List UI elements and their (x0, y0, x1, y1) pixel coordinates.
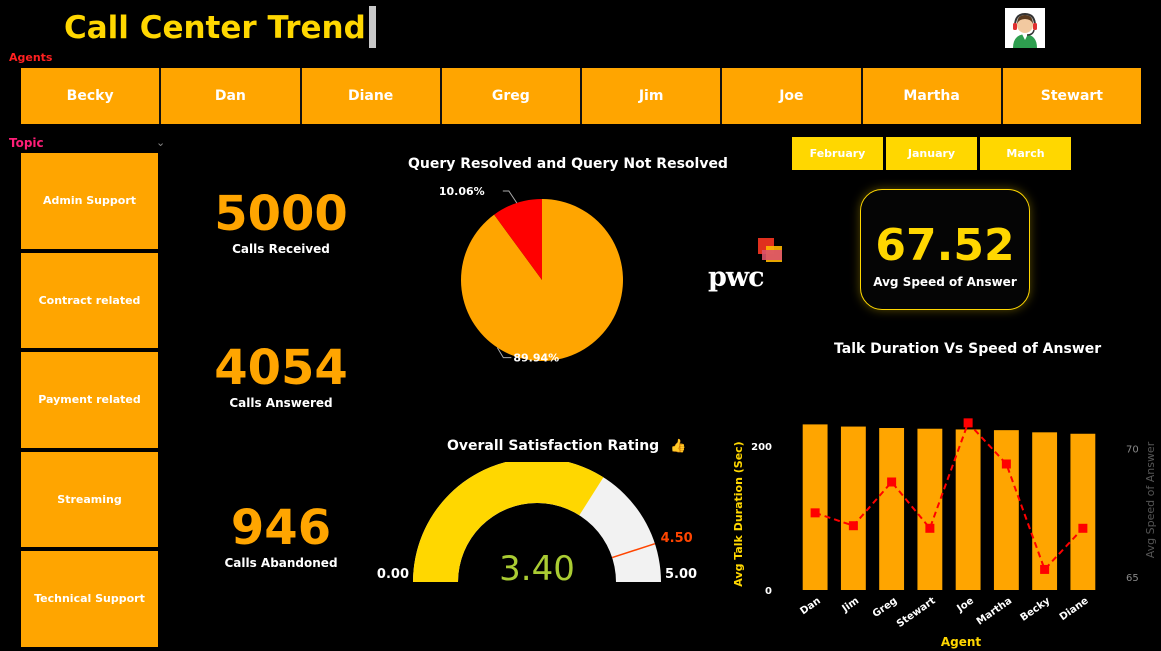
gauge-value: 3.40 (499, 549, 575, 589)
gauge-target-marker (611, 542, 656, 559)
line-point-becky[interactable] (1040, 564, 1050, 574)
gauge-min-label: 0.00 (377, 567, 409, 582)
y-axis-label: Avg Talk Duration (Sec) (732, 441, 745, 586)
month-button-february[interactable]: February (792, 137, 883, 170)
bar-dan[interactable] (802, 424, 828, 590)
agents-slicer-label: Agents (9, 51, 53, 64)
agent-button-jim[interactable]: Jim (582, 68, 723, 124)
call-center-agent-icon (1005, 8, 1045, 48)
line-point-joe[interactable] (963, 418, 973, 428)
gauge-title-text: Overall Satisfaction Rating (447, 438, 660, 454)
line-point-greg[interactable] (887, 477, 897, 487)
asa-label: Avg Speed of Answer (873, 275, 1017, 289)
line-series-points (810, 418, 1088, 574)
gauge-target-label: 4.50 (661, 531, 693, 546)
x-tick-label-greg: Greg (871, 595, 900, 620)
y2-axis-tick-label: 65 (1126, 573, 1139, 584)
x-tick-label-diane: Diane (1058, 595, 1091, 623)
y-axis-tick-label: 200 (751, 442, 772, 453)
agent-button-greg[interactable]: Greg (441, 68, 582, 124)
x-tick-label-stewart: Stewart (895, 595, 938, 630)
x-tick-label-becky: Becky (1019, 595, 1053, 624)
line-point-dan[interactable] (810, 508, 820, 518)
bar-greg[interactable] (879, 428, 905, 590)
topic-slicer: Admin Support Contract related Payment r… (21, 153, 158, 647)
pwc-logo: pwc (708, 232, 788, 293)
agents-slicer: Becky Dan Diane Greg Jim Joe Martha Stew… (21, 68, 1141, 124)
agent-button-martha[interactable]: Martha (862, 68, 1003, 124)
agent-button-joe[interactable]: Joe (722, 68, 863, 124)
topic-button-streaming[interactable]: Streaming (21, 451, 158, 547)
line-point-jim[interactable] (848, 521, 858, 531)
pie-data-label-resolved: 89.94% (513, 352, 559, 365)
y-axis-tick-label: 0 (765, 586, 772, 597)
gauge-max-label: 5.00 (665, 567, 697, 582)
kpi-calls-abandoned: 946 Calls Abandoned (191, 500, 371, 570)
x-axis-label: Agent (941, 635, 982, 649)
combo-chart-title: Talk Duration Vs Speed of Answer (834, 341, 1102, 357)
line-point-diane[interactable] (1078, 523, 1088, 533)
topic-button-payment-related[interactable]: Payment related (21, 352, 158, 448)
kpi-label: Calls Received (232, 242, 330, 256)
pie-chart-title: Query Resolved and Query Not Resolved (408, 156, 728, 172)
kpi-value: 5000 (214, 186, 348, 242)
query-resolved-pie-chart: 89.94% 10.06% (440, 185, 623, 365)
pwc-logo-mark (758, 238, 782, 262)
bar-diane[interactable] (1070, 433, 1096, 590)
title-divider (369, 6, 376, 48)
gauge-fill[interactable] (413, 462, 604, 582)
kpi-calls-received: 5000 Calls Received (191, 186, 371, 256)
agent-avatar-icon (1013, 12, 1037, 48)
month-slicer: February January March (792, 137, 1071, 170)
pwc-logo-text: pwc (708, 262, 765, 293)
bar-joe[interactable] (955, 429, 981, 590)
bar-martha[interactable] (993, 430, 1019, 590)
y2-axis-label: Avg Speed of Answer (1144, 441, 1157, 558)
agent-button-becky[interactable]: Becky (21, 68, 162, 124)
thumbs-up-icon: 👍 (670, 439, 687, 454)
line-point-stewart[interactable] (925, 523, 935, 533)
kpi-label: Calls Abandoned (224, 556, 338, 570)
agent-button-diane[interactable]: Diane (301, 68, 442, 124)
pie-leader-line (502, 190, 518, 204)
page-title: Call Center Trend (64, 10, 366, 46)
avg-speed-of-answer-card: 67.52 Avg Speed of Answer (860, 189, 1030, 310)
month-button-january[interactable]: January (886, 137, 977, 170)
kpi-label: Calls Answered (229, 396, 333, 410)
kpi-calls-answered: 4054 Calls Answered (191, 340, 371, 410)
bar-becky[interactable] (1032, 432, 1058, 590)
x-tick-label-jim: Jim (840, 595, 862, 615)
bar-series (802, 424, 1096, 590)
pie-leader-line (496, 347, 512, 359)
x-tick-label-joe: Joe (954, 595, 976, 615)
bar-jim[interactable] (840, 426, 866, 590)
topic-button-contract-related[interactable]: Contract related (21, 252, 158, 348)
kpi-value: 946 (230, 500, 332, 556)
topic-button-admin-support[interactable]: Admin Support (21, 153, 158, 249)
gauge-title: Overall Satisfaction Rating 👍 (447, 438, 686, 454)
x-tick-label-dan: Dan (798, 595, 822, 617)
pie-slice-not-resolved[interactable] (494, 199, 542, 280)
topic-button-technical-support[interactable]: Technical Support (21, 551, 158, 647)
asa-value: 67.52 (875, 220, 1015, 271)
kpi-value: 4054 (214, 340, 348, 396)
agent-button-stewart[interactable]: Stewart (1002, 68, 1141, 124)
line-series-speed-of-answer (814, 420, 1084, 572)
satisfaction-gauge: 3.40 0.00 5.00 4.50 (377, 462, 697, 589)
agent-button-dan[interactable]: Dan (161, 68, 302, 124)
line-point-martha[interactable] (1001, 459, 1011, 469)
pie-data-label-not-resolved: 10.06% (440, 185, 485, 198)
x-tick-label-martha: Martha (975, 595, 1014, 627)
bar-stewart[interactable] (917, 428, 943, 590)
y2-axis-tick-label: 70 (1126, 445, 1139, 456)
month-button-march[interactable]: March (980, 137, 1071, 170)
chevron-down-icon[interactable]: ⌄ (156, 136, 166, 149)
topic-slicer-label: Topic (9, 136, 44, 150)
